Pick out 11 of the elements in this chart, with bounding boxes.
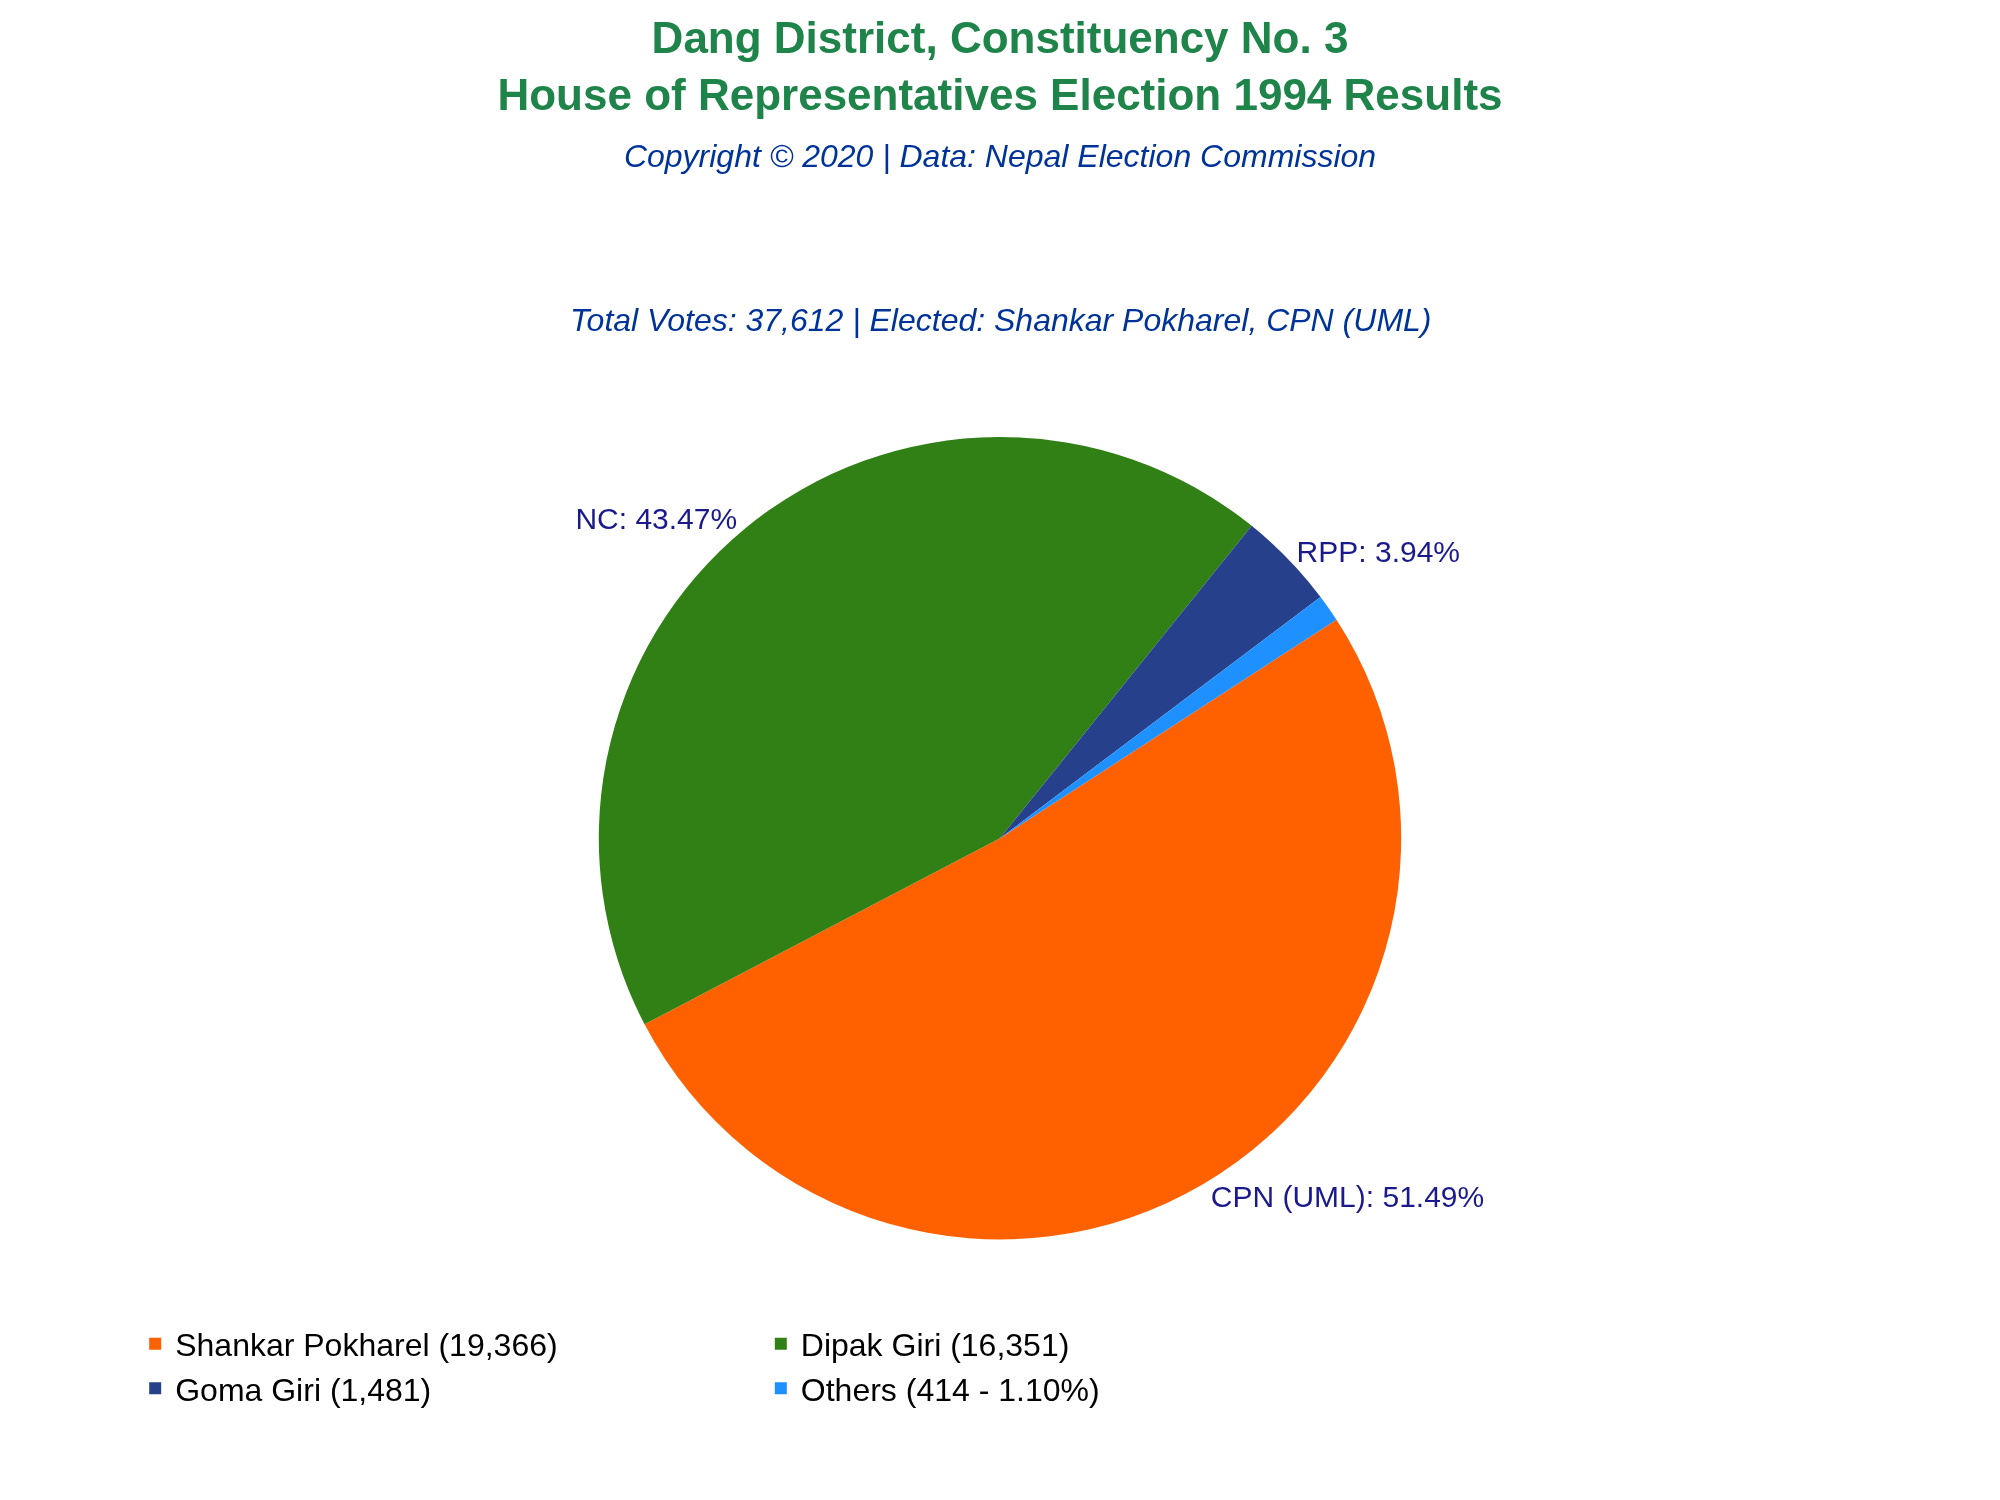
legend-label: Others (414 - 1.10%)	[800, 1371, 1100, 1408]
chart-subtitle: Copyright © 2020 | Data: Nepal Election Commission	[623, 137, 1377, 174]
chart-title: Dang District, Constituency No. 3 House of Representatives Election 1994 Results	[497, 12, 1503, 119]
legend-label: Goma Giri (1,481)	[175, 1371, 432, 1408]
pie-slice	[1000, 596, 1337, 839]
legend-label: Dipak Giri (16,351)	[800, 1327, 1070, 1364]
text: Total Votes: 37,612 | Elected: Shankar Pokharel, CPN (UML)	[570, 302, 1432, 338]
legend-label: Shankar Pokharel (19,366)	[175, 1327, 558, 1364]
data-label: RPP: 3.94%	[1296, 534, 1461, 568]
data-label: NC: 43.47%	[575, 501, 738, 535]
data-label: CPN (UML): 51.49%	[1210, 1180, 1485, 1214]
